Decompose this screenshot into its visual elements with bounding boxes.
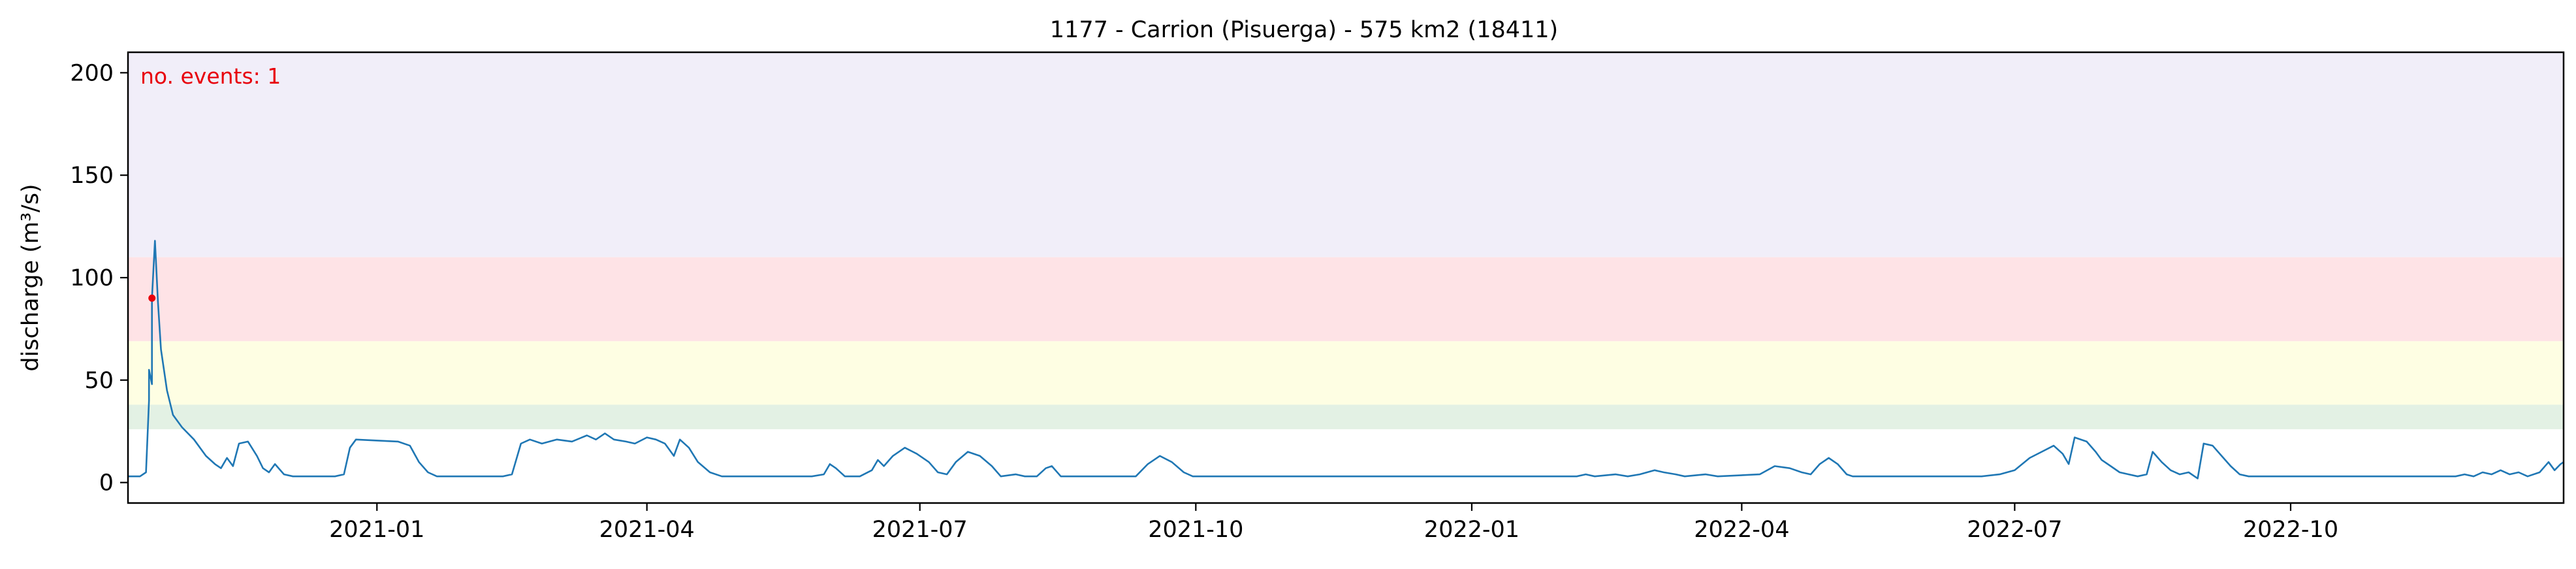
y-tick-label: 100	[70, 265, 114, 291]
y-tick-label: 200	[70, 60, 114, 86]
y-tick-label: 150	[70, 163, 114, 189]
threshold-bands	[128, 52, 2564, 430]
x-tick-label: 2021-10	[1148, 517, 1243, 543]
discharge-series	[128, 240, 2564, 480]
x-tick-label: 2021-01	[329, 517, 424, 543]
y-tick-label: 50	[84, 368, 114, 394]
band-high	[128, 257, 2564, 342]
event-marker-0	[148, 294, 156, 302]
event-markers	[148, 294, 156, 302]
x-tick-label: 2022-01	[1424, 517, 1519, 543]
band-medium	[128, 341, 2564, 405]
events-count-annotation: no. events: 1	[140, 63, 281, 89]
x-tick-label: 2022-07	[1967, 517, 2062, 543]
x-tick-label: 2021-07	[872, 517, 968, 543]
y-axis-ticks: 0 50 100 150 200	[70, 60, 128, 496]
x-tick-label: 2022-04	[1694, 517, 1789, 543]
x-tick-label: 2021-04	[599, 517, 695, 543]
y-axis-label: discharge (m³/s)	[18, 184, 44, 371]
x-tick-label: 2022-10	[2243, 517, 2338, 543]
y-tick-label: 0	[99, 470, 114, 496]
chart-title: 1177 - Carrion (Pisuerga) - 575 km2 (184…	[1050, 17, 1558, 43]
discharge-line-0	[128, 240, 2564, 480]
band-severe	[128, 52, 2564, 257]
x-axis-ticks: 2021-01 2021-04 2021-07 2021-10 2022-01 2022-…	[329, 503, 2338, 543]
band-low	[128, 404, 2564, 430]
